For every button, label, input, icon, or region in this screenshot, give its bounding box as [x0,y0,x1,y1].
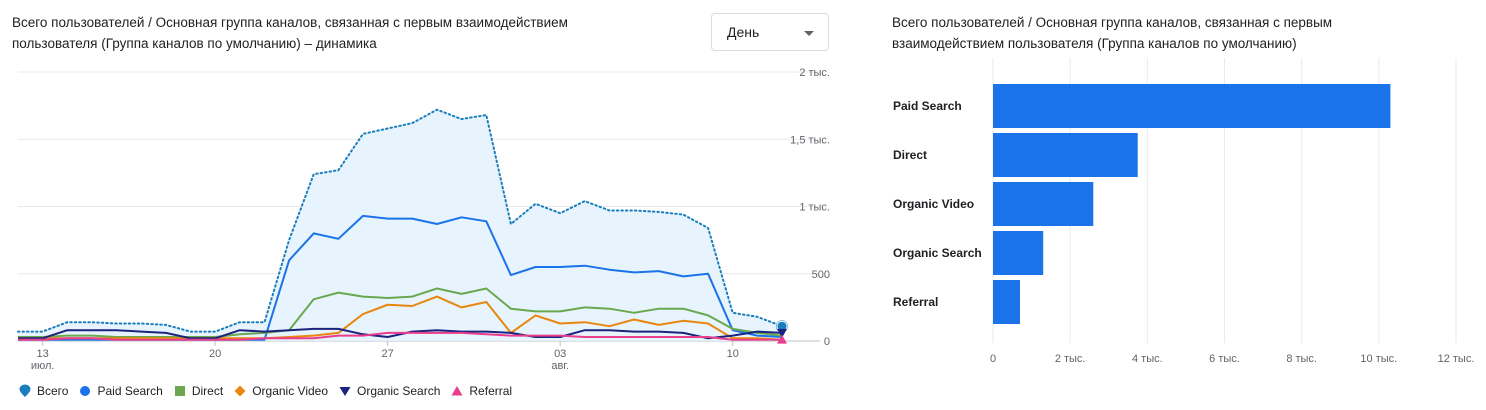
series-line-organic-video [18,295,783,341]
triangle-up-icon [451,386,463,396]
series-line-direct [18,287,783,338]
droplet-icon [19,384,31,397]
bar-category-label: Direct [893,148,927,162]
bar-organic-search[interactable] [993,231,1044,275]
triangle-down-icon [339,387,351,396]
period-dropdown-value: День [727,24,760,40]
bar-chart: 0 2 тыс. 4 тыс. 6 тыс. 8 тыс. 10 тыс. 12 тыс. P… [893,58,1475,365]
legend-label: Direct [191,384,224,398]
x-tick-label: 27 [382,348,394,360]
bar-category-label: Organic Search [893,246,982,260]
x-tick-label: 20 [209,348,221,360]
series-line-referral [18,331,782,341]
circle-icon [80,386,91,396]
square-icon [174,386,185,396]
series-end-marker-organic-search [777,328,787,338]
x-tick-label: 6 тыс. [1209,353,1240,365]
legend-item-referral[interactable]: Referral [450,384,512,398]
chevron-down-icon [804,31,814,36]
y-tick-label: 1 тыс. [799,202,830,214]
bar-organic-video[interactable] [993,182,1094,226]
x-tick-sublabel: июл. [31,360,55,372]
diamond-icon [234,385,246,397]
legend-item-direct[interactable]: Direct [173,384,223,398]
bar-chart-title: Всего пользователей / Основная группа ка… [892,15,1333,51]
y-tick-label: 1,5 тыс. [790,134,830,146]
x-tick-label: 4 тыс. [1132,353,1163,365]
legend-item-organic-search[interactable]: Organic Search [338,384,440,398]
series-line-total [17,108,783,333]
x-tick-label: 2 тыс. [1055,353,1086,365]
line-chart-legend: Всего Paid Search Direct Organic Video Organ… [18,382,522,400]
y-tick-label: 500 [812,269,830,281]
legend-label: Всего [37,384,69,398]
bar-referral[interactable] [993,280,1020,324]
legend-item-всего[interactable]: Всего [18,384,68,398]
bar-category-label: Referral [893,295,938,309]
x-tick-label: 03 [554,348,566,360]
series-end-marker-referral [777,334,787,344]
legend-label: Referral [469,384,513,398]
series-area-total [18,109,782,341]
bar-category-label: Paid Search [893,99,962,113]
bar-paid-search[interactable] [993,84,1391,128]
x-tick-sublabel: авг. [551,360,569,372]
legend-item-paid-search[interactable]: Paid Search [78,384,163,398]
x-tick-label: 10 тыс. [1360,353,1397,365]
legend-label: Paid Search [97,384,163,398]
bar-category-label: Organic Video [893,197,974,211]
line-chart-title: Всего пользователей / Основная группа ка… [12,15,568,51]
y-tick-label: 0 [824,336,830,348]
x-tick-label: 13 [37,348,49,360]
y-tick-label: 2 тыс. [799,67,830,79]
legend-item-organic-video[interactable]: Organic Video [233,384,328,398]
x-tick-label: 10 [727,348,739,360]
x-tick-label: 12 тыс. [1438,353,1475,365]
x-tick-label: 8 тыс. [1286,353,1317,365]
bar-direct[interactable] [993,133,1138,177]
series-line-organic-search [18,327,783,340]
period-dropdown[interactable]: День [711,13,829,51]
legend-label: Organic Video [252,384,329,398]
x-tick-label: 0 [990,353,996,365]
legend-label: Organic Search [357,384,441,398]
